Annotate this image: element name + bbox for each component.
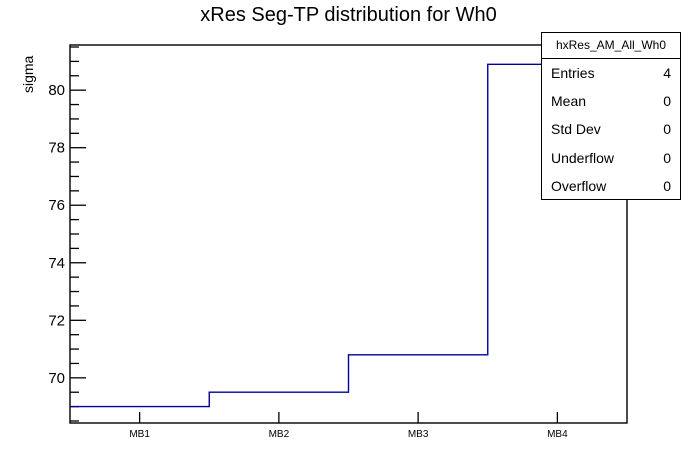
stats-label: Mean xyxy=(551,93,587,110)
chart-title: xRes Seg-TP distribution for Wh0 xyxy=(200,4,497,26)
plot-frame xyxy=(69,44,628,424)
y-axis-tick-label: 78 xyxy=(48,140,65,157)
stats-row-underflow: Underflow 0 xyxy=(542,144,680,172)
stats-box-title: hxRes_AM_All_Wh0 xyxy=(542,33,680,59)
stats-label: Underflow xyxy=(551,149,615,166)
y-axis-tick-label: 80 xyxy=(48,82,65,99)
stats-label: Overflow xyxy=(551,177,607,194)
stats-value: 0 xyxy=(663,149,671,166)
y-axis-title: sigma xyxy=(20,55,36,93)
stats-box: hxRes_AM_All_Wh0 Entries 4 Mean 0 Std De… xyxy=(541,32,681,200)
stats-label: Entries xyxy=(551,65,595,82)
stats-row-overflow: Overflow 0 xyxy=(542,172,680,200)
x-axis-tick-label: MB2 xyxy=(269,429,290,440)
stats-value: 0 xyxy=(663,121,671,138)
stats-label: Std Dev xyxy=(551,121,601,138)
y-axis-tick-label: 76 xyxy=(48,197,65,214)
x-axis-tick-label: MB1 xyxy=(129,429,150,440)
stats-value: 0 xyxy=(663,177,671,194)
y-axis-tick-label: 72 xyxy=(48,312,65,329)
stats-row-stddev: Std Dev 0 xyxy=(542,115,680,143)
y-axis-tick-label: 74 xyxy=(48,255,65,272)
x-axis-tick-label: MB3 xyxy=(408,429,429,440)
stats-row-entries: Entries 4 xyxy=(542,59,680,87)
stats-value: 0 xyxy=(663,93,671,110)
histogram-step-line xyxy=(70,63,627,408)
x-axis-tick-label: MB4 xyxy=(547,429,568,440)
stats-row-mean: Mean 0 xyxy=(542,87,680,115)
stats-value: 4 xyxy=(663,65,671,82)
y-axis-tick-label: 70 xyxy=(48,370,65,387)
